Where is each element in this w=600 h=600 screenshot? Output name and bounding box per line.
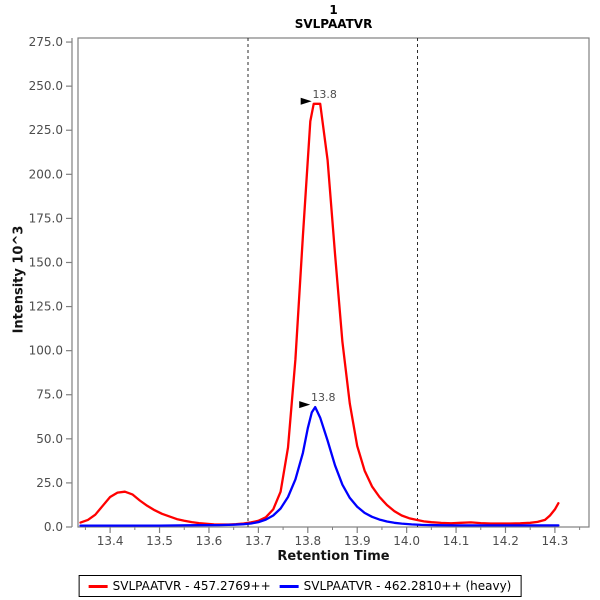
peak-rt-label: 13.8: [312, 88, 337, 101]
legend-item-light: SVLPAATVR - 457.2769++: [88, 579, 271, 593]
plot-frame: [77, 37, 590, 528]
x-tick-label: 13.7: [245, 534, 272, 548]
x-tick-label: 14.3: [542, 534, 569, 548]
y-tick-label: 150.0: [29, 255, 63, 269]
y-tick-label: 275.0: [29, 35, 63, 49]
y-tick-label: 250.0: [29, 79, 63, 93]
legend-item-heavy: SVLPAATVR - 462.2810++ (heavy): [279, 579, 512, 593]
chart-title-index: 1: [329, 3, 338, 17]
chart-title-peptide: SVLPAATVR: [294, 17, 373, 31]
chromatogram-curve-heavy: [79, 405, 560, 527]
y-tick-label: 125.0: [29, 300, 63, 314]
peak-rt-label: 13.8: [311, 391, 336, 404]
legend-label-heavy: SVLPAATVR - 462.2810++ (heavy): [303, 579, 512, 593]
x-tick-label: 14.0: [393, 534, 420, 548]
peak-arrow-icon: [299, 401, 311, 409]
legend-line-swatch-light: [88, 584, 108, 588]
y-tick-label: 0.0: [44, 520, 63, 534]
y-tick-label: 175.0: [29, 211, 63, 225]
y-tick-label: 225.0: [29, 123, 63, 137]
x-tick-label: 13.9: [344, 534, 371, 548]
x-tick-label: 13.4: [97, 534, 124, 548]
legend-label-light: SVLPAATVR - 457.2769++: [112, 579, 271, 593]
x-axis-title: Retention Time: [277, 549, 390, 564]
legend-line-swatch-heavy: [279, 584, 299, 588]
y-tick-label: 100.0: [29, 344, 63, 358]
legend: SVLPAATVR - 457.2769++ SVLPAATVR - 462.2…: [78, 575, 522, 597]
y-tick-label: 50.0: [36, 432, 63, 446]
x-tick-label: 13.6: [196, 534, 223, 548]
y-tick-label: 25.0: [36, 476, 63, 490]
peak-arrow-icon: [300, 97, 312, 105]
x-tick-label: 14.1: [443, 534, 470, 548]
x-tick-label: 13.8: [294, 534, 321, 548]
chromatogram-curve-light: [79, 102, 560, 526]
y-tick-label: 75.0: [36, 388, 63, 402]
y-tick-label: 200.0: [29, 167, 63, 181]
x-tick-label: 13.5: [146, 534, 173, 548]
x-tick-label: 14.2: [492, 534, 519, 548]
